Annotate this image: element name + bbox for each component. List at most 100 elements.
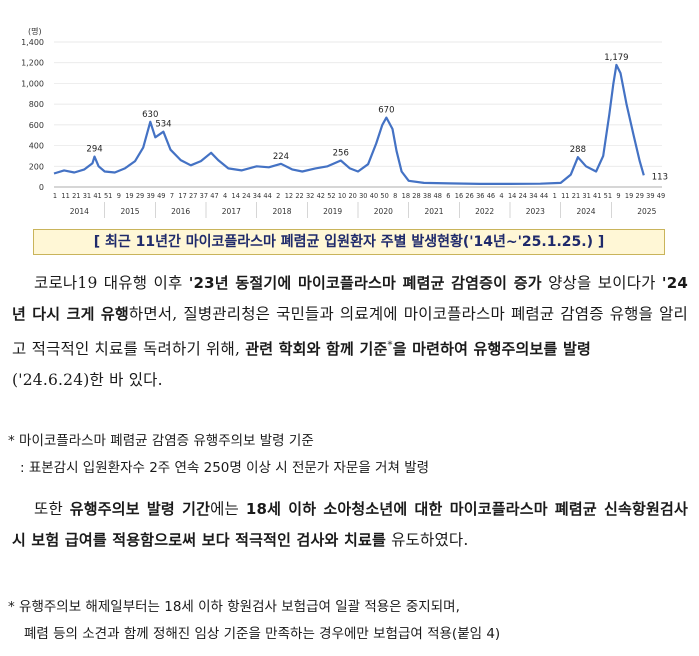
x-tick-label: 39 (646, 192, 654, 200)
footnote-2-line-2: 폐렴 등의 소견과 함께 정해진 임상 기준을 만족하는 경우에만 보험급여 적… (24, 626, 501, 642)
x-tick-label: 34 (253, 192, 261, 200)
x-tick-label: 29 (636, 192, 644, 200)
data-label: 534 (155, 120, 171, 130)
x-tick-label: 41 (93, 192, 101, 200)
y-tick-label: 1,400 (21, 38, 44, 47)
x-tick-label: 21 (72, 192, 80, 200)
para2-emphasis-1: 유행주의보 발령 기간 (69, 500, 211, 518)
x-tick-label: 28 (412, 192, 420, 200)
x-tick-label: 52 (327, 192, 335, 200)
x-tick-label: 49 (157, 192, 165, 200)
para1-emphasis-2: '24년 다시 크게 유행 (12, 274, 688, 323)
footnote-2-line-1: * 유행주의보 해제일부터는 18세 이하 항원검사 보험급여 일괄 적용은 중… (8, 599, 460, 615)
year-label: 2017 (222, 207, 241, 216)
x-tick-label: 7 (170, 192, 174, 200)
x-tick-label: 44 (540, 192, 548, 200)
footnote-1: * 마이코플라스마 폐렴균 감염증 유행주의보 발령 기준 : 표본감시 입원환… (8, 428, 692, 482)
x-tick-label: 12 (285, 192, 293, 200)
year-label: 2018 (272, 207, 291, 216)
year-label: 2016 (171, 207, 190, 216)
para2-emphasis-2: 18세 이하 소아청소년에 대한 마이코플라스마 폐렴균 신속항원검사 시 보험… (12, 500, 688, 549)
x-tick-label: 14 (232, 192, 240, 200)
data-label: 113 (652, 172, 668, 182)
x-tick-label: 50 (380, 192, 388, 200)
x-tick-label: 6 (446, 192, 450, 200)
para1-emphasis-3: 관련 학회와 함께 기준 (245, 340, 388, 359)
x-tick-label: 24 (242, 192, 250, 200)
x-tick-label: 11 (61, 192, 69, 200)
x-tick-label: 29 (136, 192, 144, 200)
year-label: 2021 (424, 207, 443, 216)
x-tick-label: 47 (210, 192, 218, 200)
series-line (53, 63, 645, 185)
x-tick-label: 46 (487, 192, 495, 200)
footnote-1-line-2: : 표본감시 입원환자수 2주 연속 250명 이상 시 전문가 자문을 거쳐 … (20, 460, 430, 476)
x-tick-label: 26 (465, 192, 473, 200)
x-tick-label: 1 (53, 192, 57, 200)
para1-emphasis-4: 을 마련하여 유행주의보를 발령 (392, 340, 591, 359)
year-label: 2024 (576, 207, 595, 216)
x-tick-label: 32 (306, 192, 314, 200)
x-tick-label: 40 (370, 192, 378, 200)
y-tick-label: 800 (29, 100, 44, 109)
y-tick-label: 1,200 (21, 59, 44, 68)
x-tick-label: 48 (434, 192, 442, 200)
year-label: 2022 (475, 207, 494, 216)
data-label: 256 (333, 148, 349, 158)
year-label: 2015 (120, 207, 139, 216)
x-tick-label: 14 (508, 192, 516, 200)
x-tick-label: 9 (616, 192, 620, 200)
x-tick-label: 10 (338, 192, 346, 200)
para1-emphasis-1: '23년 동절기에 마이코플라스마 폐렴균 감염증이 증가 (188, 274, 542, 292)
y-tick-label: 200 (29, 162, 44, 171)
x-tick-label: 34 (529, 192, 537, 200)
data-label: 1,179 (604, 53, 628, 63)
data-label: 294 (86, 145, 102, 155)
x-tick-label: 22 (295, 192, 303, 200)
x-tick-label: 16 (455, 192, 463, 200)
x-tick-label: 4 (223, 192, 227, 200)
x-tick-label: 44 (263, 192, 271, 200)
x-tick-label: 38 (423, 192, 431, 200)
x-tick-label: 39 (146, 192, 154, 200)
y-tick-label: 0 (39, 183, 44, 192)
footnote-1-line-1: * 마이코플라스마 폐렴균 감염증 유행주의보 발령 기준 (8, 433, 314, 449)
chart-caption: [ 최근 11년간 마이코플라스마 폐렴균 입원환자 주별 발생현황('14년~… (33, 229, 665, 255)
x-tick-label: 11 (561, 192, 569, 200)
x-tick-label: 51 (604, 192, 612, 200)
year-label: 2025 (637, 207, 656, 216)
x-tick-label: 49 (657, 192, 665, 200)
paragraph-1: 코로나19 대유행 이후 '23년 동절기에 마이코플라스마 폐렴균 감염증이 … (12, 274, 688, 390)
x-tick-label: 17 (178, 192, 186, 200)
year-label: 2019 (323, 207, 342, 216)
x-tick-label: 31 (83, 192, 91, 200)
x-tick-label: 21 (572, 192, 580, 200)
x-tick-label: 27 (189, 192, 197, 200)
y-tick-label: 400 (29, 142, 44, 151)
x-tick-label: 36 (476, 192, 484, 200)
y-tick-label: 1,000 (21, 79, 44, 88)
x-tick-label: 8 (393, 192, 397, 200)
x-tick-label: 19 (625, 192, 633, 200)
y-unit-label: (명) (28, 26, 42, 36)
x-tick-label: 2 (276, 192, 280, 200)
paragraph-2: 또한 유행주의보 발령 기간에는 18세 이하 소아청소년에 대한 마이코플라스… (12, 500, 688, 549)
x-tick-label: 9 (117, 192, 121, 200)
data-label: 224 (273, 152, 289, 162)
data-label: 288 (570, 145, 586, 155)
year-label: 2020 (374, 207, 393, 216)
footnote-marker: * (387, 340, 393, 351)
year-label: 2014 (70, 207, 89, 216)
x-tick-label: 24 (519, 192, 527, 200)
year-label: 2023 (526, 207, 545, 216)
x-tick-label: 42 (317, 192, 325, 200)
y-tick-label: 600 (29, 121, 44, 130)
x-tick-label: 37 (200, 192, 208, 200)
data-label: 670 (378, 106, 394, 116)
footnote-2: * 유행주의보 해제일부터는 18세 이하 항원검사 보험급여 일괄 적용은 중… (8, 594, 692, 648)
x-tick-label: 41 (593, 192, 601, 200)
x-tick-label: 19 (125, 192, 133, 200)
x-tick-label: 51 (104, 192, 112, 200)
x-tick-label: 30 (359, 192, 367, 200)
weekly-cases-chart: (명) 0 200 400 600 800 1,000 1,200 1,400 1 11 21 31 4… (0, 0, 699, 230)
